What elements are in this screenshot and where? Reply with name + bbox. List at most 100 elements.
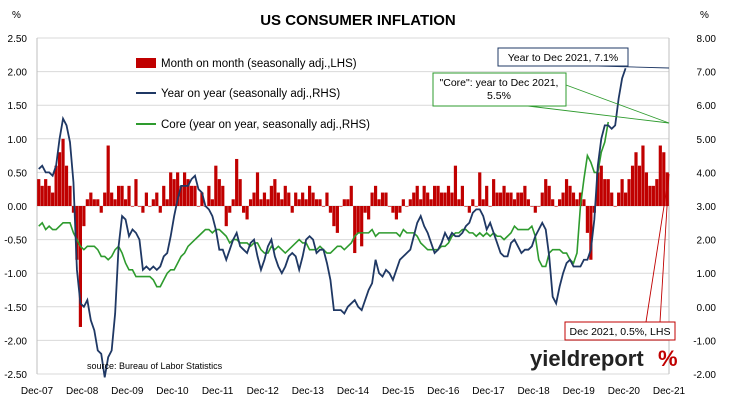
mom-bar	[221, 185, 225, 206]
mom-bar	[311, 192, 315, 206]
left-tick-label: -1.00	[4, 269, 27, 280]
mom-bar	[373, 185, 378, 206]
mom-bar	[158, 206, 162, 213]
mom-bar	[571, 192, 576, 206]
mom-bar	[544, 179, 548, 206]
mom-bar	[130, 206, 135, 207]
right-tick-label: 1.00	[697, 269, 717, 280]
mom-bar	[502, 185, 506, 206]
mom-bar	[255, 172, 260, 206]
mom-bar	[488, 206, 492, 207]
mom-bar	[193, 185, 197, 206]
mom-bar	[478, 172, 482, 206]
mom-bar	[228, 206, 232, 213]
left-tick-label: 1.00	[8, 135, 28, 146]
mom-bar	[634, 152, 638, 206]
mom-bar	[412, 192, 416, 206]
x-tick-label: Dec-13	[292, 386, 325, 397]
mom-bar	[123, 199, 128, 206]
mom-bar	[391, 206, 395, 213]
mom-bar	[342, 199, 346, 206]
mom-bar	[422, 185, 426, 206]
mom-bar	[89, 192, 93, 206]
mom-bar	[262, 192, 267, 206]
mom-bars	[37, 138, 669, 327]
mom-bar	[457, 199, 461, 206]
mom-bar	[505, 192, 510, 206]
right-tick-label: 6.00	[697, 101, 717, 112]
mom-bar	[141, 206, 145, 213]
mom-bar	[353, 206, 357, 254]
mom-bar	[356, 206, 360, 233]
mom-bar	[439, 192, 444, 206]
legend: Month on month (seasonally adj.,LHS) Yea…	[136, 58, 370, 131]
mom-bar	[630, 165, 635, 206]
legend-swatch-mom	[136, 58, 156, 68]
annotation-core-text: "Core": year to Dec 2021, 5.5%	[440, 77, 559, 102]
mom-bar	[325, 192, 329, 206]
legend-label-core: Core (year on year, seasonally adj.,RHS)	[161, 119, 370, 131]
x-tick-label: Dec-09	[111, 386, 144, 397]
mom-bar	[99, 206, 103, 213]
mom-bar	[117, 185, 121, 206]
mom-bar	[297, 199, 301, 206]
left-tick-label: -2.50	[4, 370, 27, 381]
mom-bar	[526, 199, 530, 206]
mom-bar	[57, 152, 62, 206]
mom-bar	[51, 192, 55, 206]
mom-bar	[349, 185, 353, 206]
mom-bar	[127, 185, 131, 206]
mom-bar	[648, 185, 652, 206]
source-note: source: Bureau of Labor Statistics	[87, 361, 223, 371]
mom-bar	[321, 206, 326, 207]
x-axis: Dec-07 Dec-08 Dec-09 Dec-10 Dec-11 Dec-12 Dec-…	[21, 386, 686, 397]
mom-bar	[269, 185, 273, 206]
mom-bar	[516, 192, 520, 206]
mom-bar	[287, 192, 291, 206]
mom-bar	[641, 145, 645, 206]
mom-bar	[509, 192, 513, 206]
mom-bar	[179, 185, 183, 206]
mom-bar	[471, 199, 475, 206]
mom-bar	[290, 206, 294, 213]
mom-bar	[582, 199, 586, 206]
mom-bar	[530, 206, 534, 207]
mom-bar	[210, 199, 214, 206]
mom-bar	[596, 172, 600, 206]
mom-bar	[71, 206, 76, 213]
mom-bar	[64, 165, 69, 206]
right-tick-label: -1.00	[693, 336, 716, 347]
mom-bar	[554, 206, 558, 207]
mom-bar	[332, 206, 336, 227]
mom-bar	[276, 192, 280, 206]
mom-bar	[78, 206, 82, 327]
annotation-mom-text: Dec 2021, 0.5%, LHS	[570, 326, 671, 338]
mom-bar	[401, 199, 405, 206]
mom-bar	[384, 192, 388, 206]
mom-bar	[92, 199, 96, 206]
right-tick-label: -2.00	[693, 370, 716, 381]
mom-bar	[85, 199, 89, 206]
mom-bar	[47, 185, 51, 206]
mom-bar	[485, 185, 489, 206]
left-axis-unit: %	[12, 10, 21, 21]
mom-bar	[162, 185, 166, 206]
mom-bar	[186, 179, 190, 206]
mom-bar	[110, 192, 114, 206]
x-tick-label: Dec-14	[337, 386, 370, 397]
right-tick-label: 0.00	[697, 303, 717, 314]
x-tick-label: Dec-20	[608, 386, 641, 397]
mom-bar	[558, 199, 562, 206]
mom-bar	[443, 192, 447, 206]
mom-bar	[273, 179, 277, 206]
mom-bar	[564, 179, 569, 206]
left-tick-label: 2.00	[8, 68, 28, 79]
mom-bar	[450, 192, 454, 206]
mom-bar	[196, 206, 201, 207]
mom-bar	[44, 179, 48, 206]
mom-bar	[474, 206, 478, 207]
mom-bar	[523, 185, 527, 206]
mom-bar	[446, 185, 451, 206]
mom-bar	[370, 192, 374, 206]
right-tick-label: 2.00	[697, 236, 717, 247]
